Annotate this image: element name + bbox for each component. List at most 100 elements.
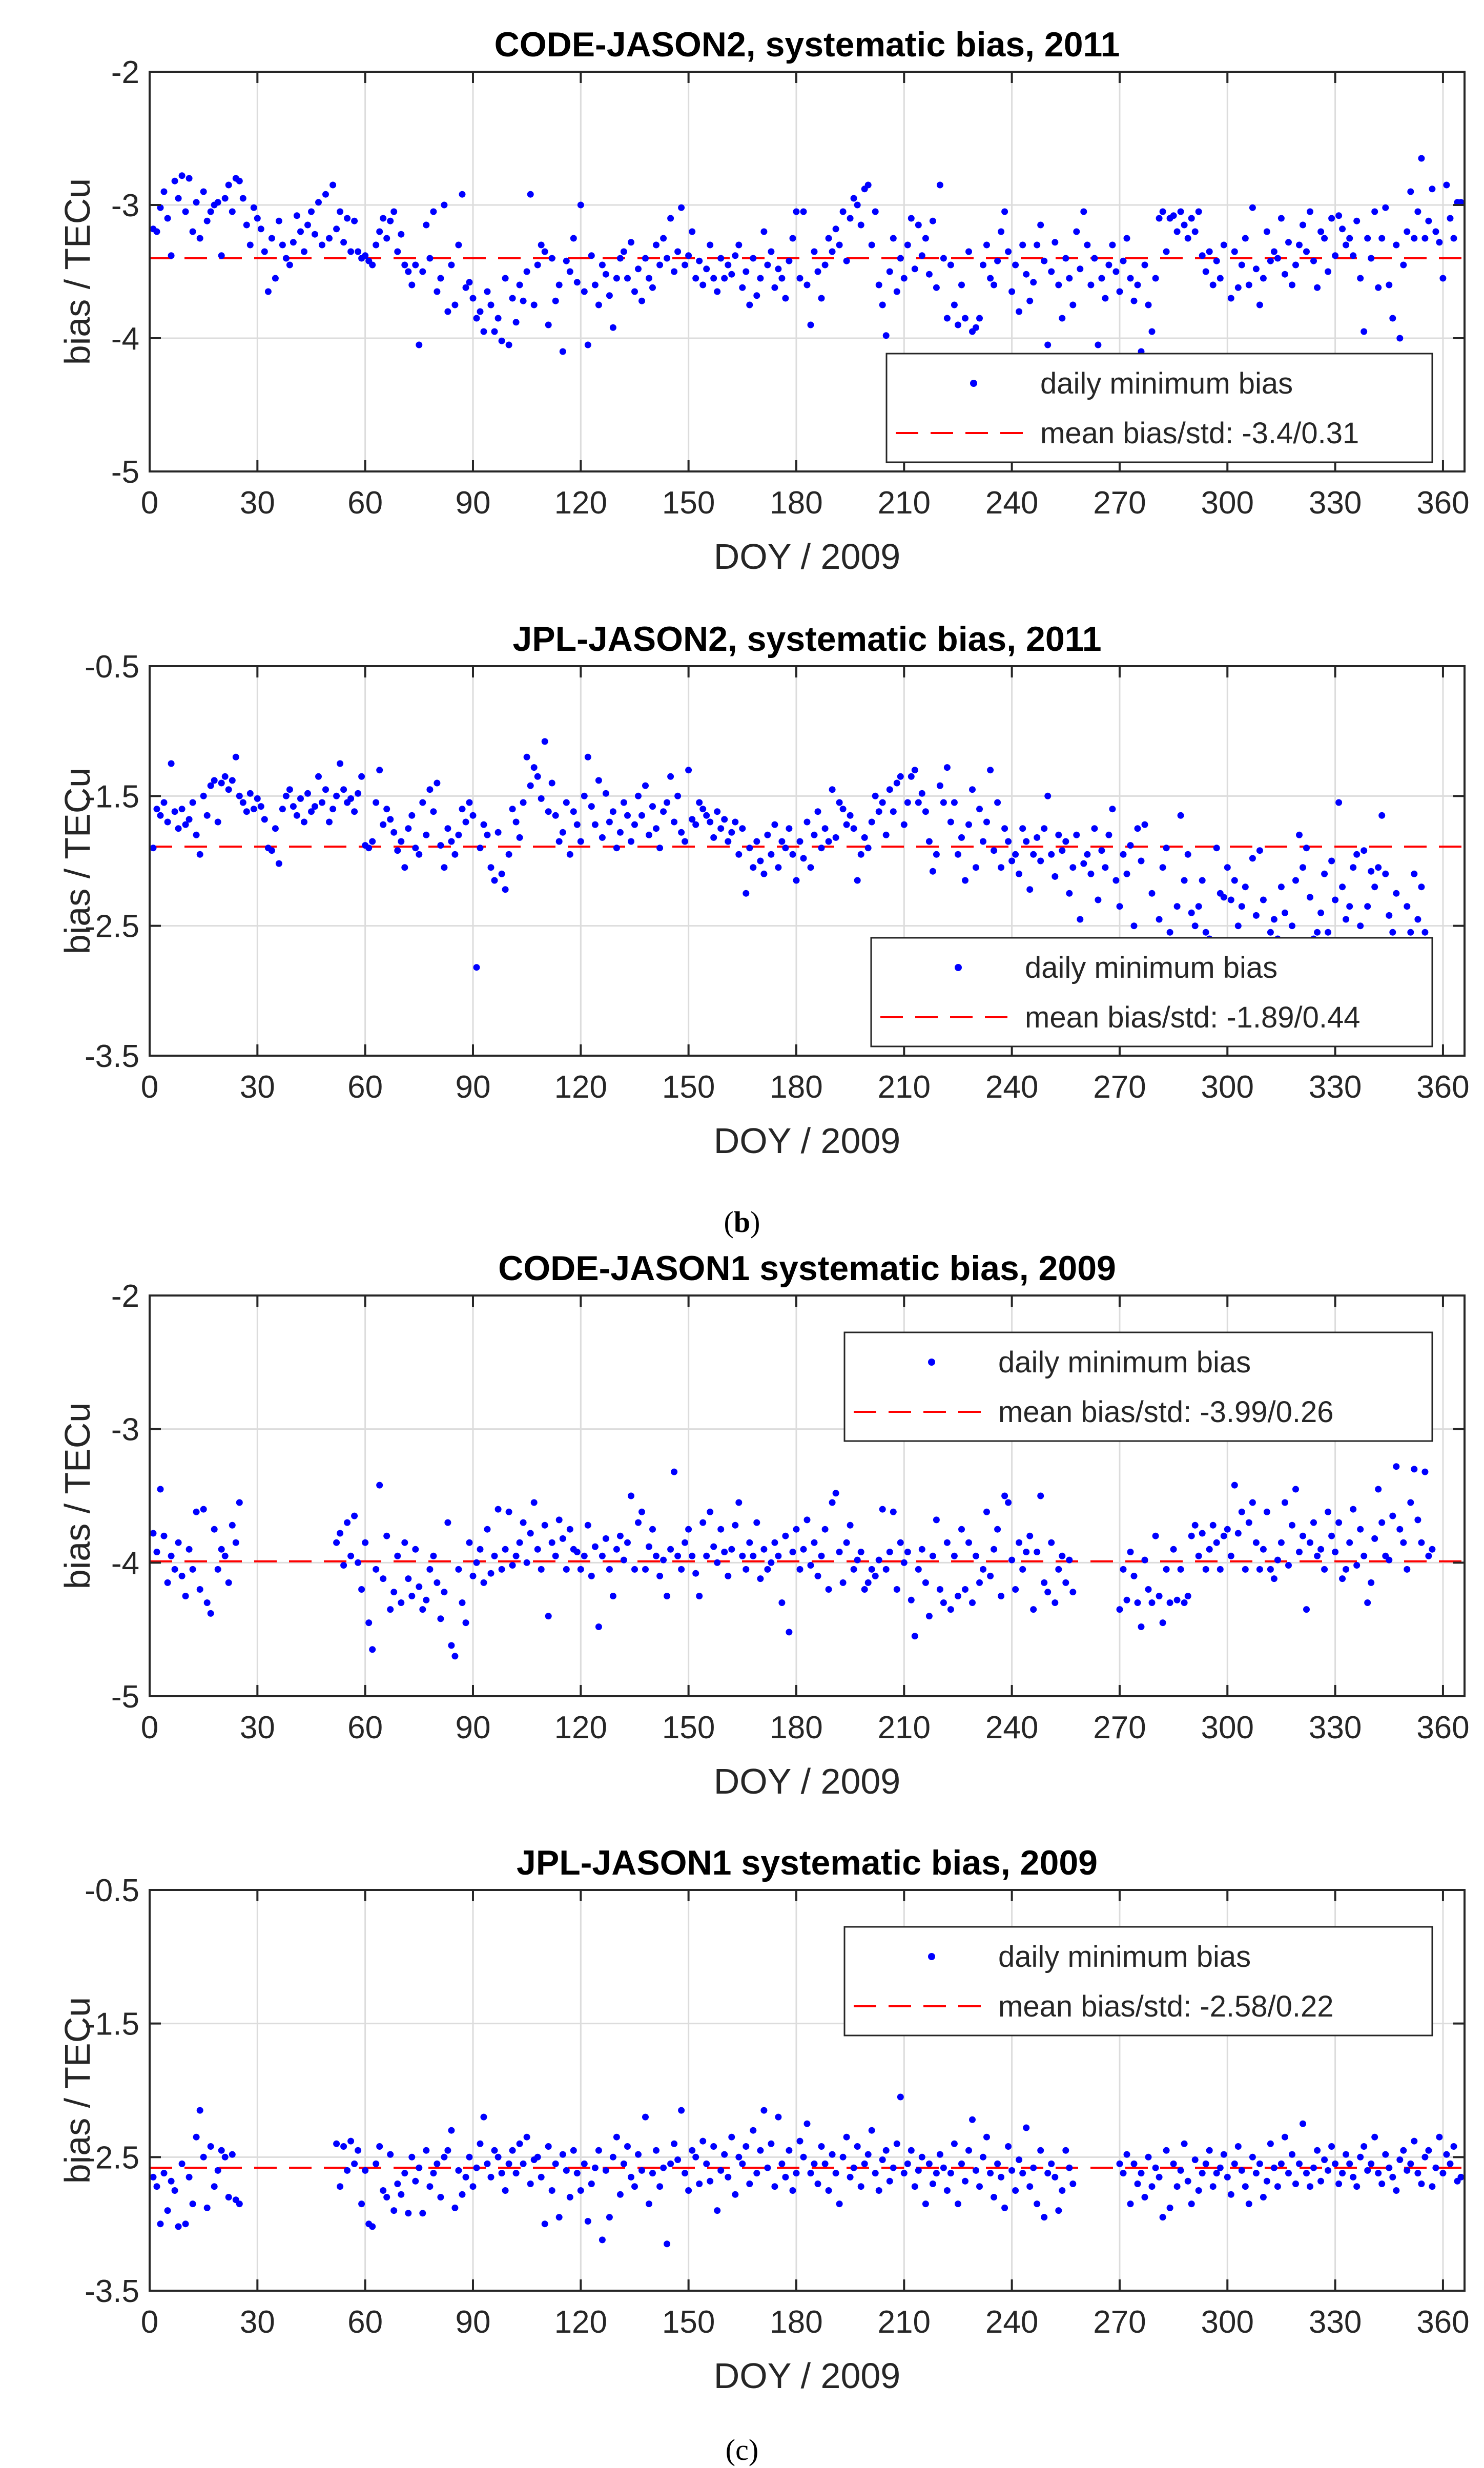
data-point	[864, 2151, 872, 2158]
data-point	[153, 228, 160, 235]
data-point	[1353, 851, 1361, 858]
data-point	[1242, 235, 1249, 242]
data-point	[344, 1519, 351, 1526]
data-point	[437, 842, 444, 849]
data-point	[548, 255, 555, 262]
data-point	[951, 1552, 958, 1559]
data-point	[843, 257, 850, 264]
data-point	[509, 2147, 516, 2154]
data-point	[1277, 2160, 1285, 2167]
data-point	[1062, 838, 1069, 845]
data-point	[764, 261, 771, 269]
data-point	[969, 2116, 976, 2123]
data-point	[426, 2183, 434, 2190]
data-point	[178, 806, 186, 813]
data-point	[1274, 2183, 1281, 2190]
data-point	[750, 255, 757, 262]
data-point	[491, 328, 498, 335]
data-point	[771, 284, 778, 291]
data-point	[911, 265, 918, 273]
y-tick-label: -2.5	[85, 2140, 139, 2175]
data-point	[405, 1575, 412, 1582]
data-point	[933, 1516, 940, 1524]
data-point	[735, 241, 743, 249]
data-point	[527, 191, 534, 198]
x-tick-label: 0	[141, 1070, 158, 1105]
data-point	[189, 228, 196, 235]
data-point	[1023, 271, 1030, 278]
data-point	[1130, 1572, 1138, 1579]
data-point	[1141, 821, 1148, 828]
data-point	[588, 1572, 595, 1579]
data-point	[516, 281, 523, 289]
data-point	[689, 1552, 696, 1559]
y-tick-label: -2.5	[85, 909, 139, 944]
data-point	[1325, 268, 1332, 275]
data-point	[778, 275, 786, 282]
data-point	[1249, 204, 1256, 211]
data-point	[207, 2143, 214, 2150]
data-point	[1425, 217, 1432, 224]
data-point	[405, 825, 412, 832]
data-point	[1350, 1506, 1357, 1513]
data-point	[1439, 275, 1447, 282]
data-point	[559, 829, 566, 836]
data-point	[1044, 1589, 1052, 1596]
data-point	[678, 1566, 685, 1573]
data-point	[1364, 2167, 1371, 2174]
data-point	[1285, 2170, 1292, 2177]
data-point	[319, 799, 325, 806]
data-point	[1220, 241, 1227, 249]
data-point	[279, 241, 286, 249]
data-point	[1202, 268, 1209, 275]
data-point	[1353, 2183, 1361, 2190]
x-tick-label: 30	[240, 2305, 275, 2340]
data-point	[1008, 288, 1016, 295]
data-point	[925, 1613, 933, 1620]
y-tick-label: -3.5	[85, 1039, 139, 1074]
data-point	[333, 2140, 340, 2147]
data-point	[1202, 1566, 1209, 1573]
data-point	[1457, 2173, 1465, 2181]
data-point	[814, 1572, 821, 1579]
data-point	[1300, 2120, 1306, 2127]
data-point	[599, 1552, 606, 1559]
data-point	[1199, 2170, 1206, 2177]
data-point	[509, 295, 516, 302]
data-point	[1202, 2160, 1209, 2167]
data-point	[1109, 241, 1116, 249]
data-point	[1353, 1562, 1361, 1569]
data-point	[196, 1586, 203, 1593]
data-point	[434, 2160, 441, 2167]
data-point	[171, 2187, 178, 2194]
data-point	[987, 2170, 994, 2177]
data-point	[157, 2220, 164, 2228]
data-point	[459, 1599, 466, 1606]
data-point	[868, 2127, 875, 2134]
data-point	[1260, 275, 1267, 282]
data-point	[803, 818, 811, 826]
data-point	[355, 790, 362, 797]
data-point	[351, 2160, 358, 2167]
data-point	[1016, 2156, 1023, 2163]
data-point	[1134, 281, 1141, 289]
data-point	[563, 799, 570, 806]
data-point	[936, 2151, 943, 2158]
data-point	[498, 870, 505, 877]
data-point	[962, 1586, 968, 1593]
data-point	[301, 248, 307, 255]
data-point	[480, 1579, 487, 1586]
chart-title: JPL-JASON2, systematic bias, 2011	[512, 620, 1101, 659]
data-point	[991, 281, 998, 289]
data-point	[365, 845, 373, 852]
data-point	[1328, 857, 1335, 865]
data-point	[387, 816, 394, 823]
data-point	[189, 2200, 196, 2208]
data-point	[326, 235, 333, 242]
data-point	[717, 2167, 725, 2174]
data-point	[685, 252, 692, 259]
data-point	[1332, 252, 1339, 259]
data-point	[1095, 896, 1102, 903]
data-point	[1386, 2164, 1393, 2171]
data-point	[1256, 2160, 1263, 2167]
